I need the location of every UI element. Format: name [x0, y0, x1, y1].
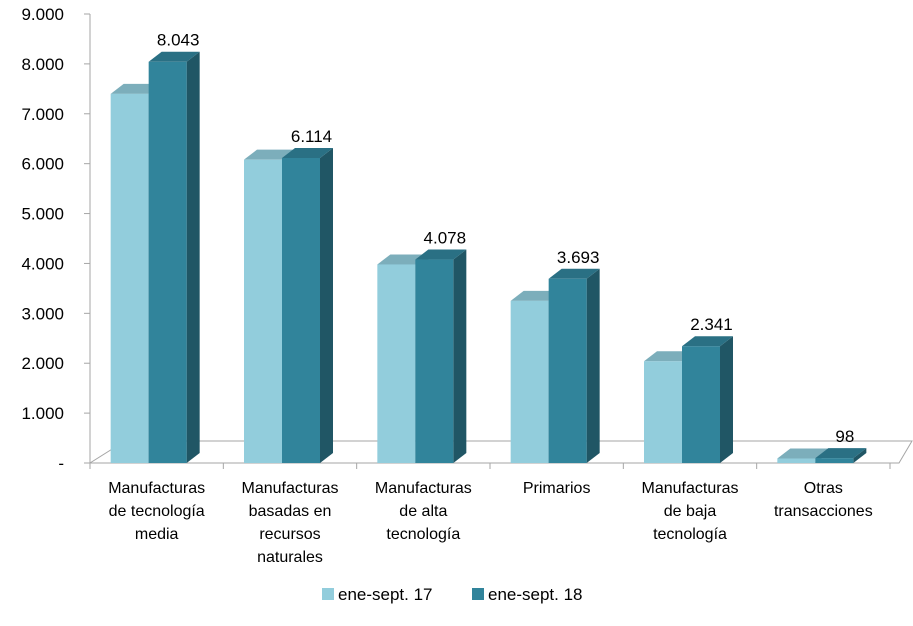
y-tick-label: 3.000 [21, 304, 64, 323]
data-label: 2.341 [690, 315, 733, 334]
category-label-line: Manufacturas [642, 480, 739, 497]
category-label-line: basadas en [249, 503, 332, 520]
bar [510, 300, 549, 463]
bar-side [720, 336, 733, 463]
bar-top [682, 336, 733, 347]
category-label-line: Manufacturas [375, 480, 472, 497]
legend: ene-sept. 17 ene-sept. 18 [322, 585, 583, 604]
bar-top [148, 51, 200, 62]
data-label: 98 [835, 427, 854, 446]
bar [148, 61, 187, 464]
bar-top [815, 448, 867, 459]
bar-top [282, 147, 333, 158]
bar-side [853, 448, 867, 463]
bar-side [320, 147, 333, 463]
category-label-line: transacciones [774, 503, 873, 520]
bar [548, 278, 587, 463]
y-tick-label: 8.000 [21, 55, 64, 74]
y-tick-label: 2.000 [21, 354, 64, 373]
bar-top [415, 249, 467, 260]
legend-swatch [472, 588, 484, 600]
data-label: 8.043 [157, 31, 200, 50]
bar-top [777, 448, 829, 459]
category-labels: Manufacturas de tecnología mediaManufactur… [108, 480, 872, 566]
category-label-line: recursos [259, 526, 320, 543]
y-tick-label: 1.000 [21, 404, 64, 423]
category-label-line: Otras [804, 480, 843, 497]
bar [644, 361, 682, 463]
category-label-line: Primarios [523, 480, 591, 497]
y-tick-label: 7.000 [21, 105, 64, 124]
category-label-line: naturales [257, 549, 323, 566]
y-tick-label: 9.000 [21, 5, 64, 24]
y-tick-label: - [58, 454, 64, 473]
bar [377, 264, 416, 463]
bar [777, 458, 816, 463]
category-label-line: de baja [664, 503, 717, 520]
data-label: 6.114 [291, 127, 332, 146]
bar-side [186, 51, 200, 464]
bar-top [244, 149, 295, 160]
axes: - 1.000 2.000 3.000 4.000 5.000 6.000 7.000 8.00… [21, 5, 91, 473]
bar-top [548, 268, 600, 279]
y-tick-label: 6.000 [21, 155, 64, 174]
legend-label: ene-sept. 17 [338, 585, 433, 604]
category-label: Primarios [523, 480, 591, 497]
legend-swatch [322, 588, 334, 600]
legend-label: ene-sept. 18 [488, 585, 583, 604]
category-label-line: Manufacturas [242, 480, 339, 497]
data-labels: 8.043 6.114 4.078 3.693 2.341 98 [157, 31, 854, 446]
y-tick-label: 5.000 [21, 205, 64, 224]
category-label-line: media [135, 526, 179, 543]
category-label: Otras transacciones [774, 480, 873, 520]
category-label: Manufacturas basadas en recursos naturales [242, 480, 339, 566]
category-label: Manufacturas de baja tecnología [642, 480, 739, 543]
category-label: Manufacturas de tecnología media [108, 480, 205, 543]
bar [415, 259, 454, 463]
bar-side [586, 268, 600, 463]
bar [815, 458, 854, 463]
data-label: 4.078 [424, 229, 467, 248]
bars [110, 51, 867, 464]
bar-side [453, 249, 467, 463]
category-label-line: de tecnología [109, 503, 205, 520]
bar [282, 157, 320, 463]
category-label-line: tecnología [653, 526, 727, 543]
category-label-line: tecnología [386, 526, 460, 543]
y-tick-label: 4.000 [21, 254, 64, 273]
category-label: Manufacturas de alta tecnología [375, 480, 472, 543]
category-label-line: Manufacturas [108, 480, 205, 497]
data-label: 3.693 [557, 248, 600, 267]
bar [110, 93, 149, 464]
category-label-line: de alta [399, 503, 447, 520]
bar [682, 346, 720, 463]
bar [244, 159, 282, 464]
